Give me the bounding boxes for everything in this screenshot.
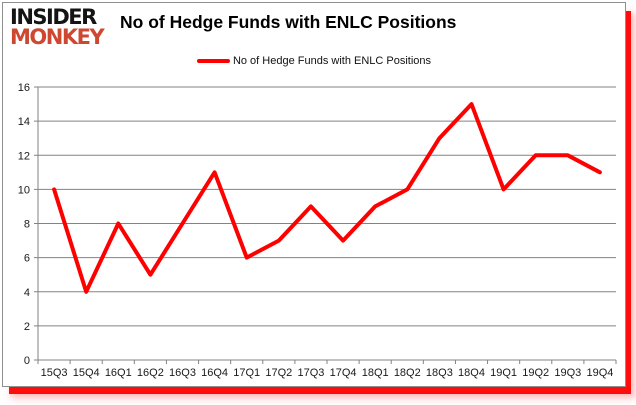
y-axis-label: 2	[24, 321, 30, 333]
x-axis-label: 16Q1	[105, 367, 132, 379]
x-axis-label: 16Q4	[201, 367, 228, 379]
x-axis-label: 18Q3	[426, 367, 453, 379]
x-axis-label: 18Q4	[458, 367, 485, 379]
y-axis-label: 8	[24, 219, 30, 231]
x-axis-label: 18Q2	[394, 367, 421, 379]
x-axis-label: 19Q4	[586, 367, 613, 379]
x-axis-label: 17Q4	[330, 367, 357, 379]
logo-text-insider: INSIDER	[10, 5, 97, 29]
legend-line-swatch	[196, 59, 230, 63]
chart-card: INSIDER MONKEY No of Hedge Funds with EN…	[2, 2, 626, 387]
logo-text-monkey: MONKEY	[10, 24, 105, 49]
x-axis-label: 17Q3	[297, 367, 324, 379]
x-axis-label: 15Q4	[73, 367, 100, 379]
insider-monkey-logo: INSIDER MONKEY	[10, 5, 105, 49]
y-axis-label: 14	[18, 116, 30, 128]
x-axis-label: 18Q1	[362, 367, 389, 379]
y-axis-label: 6	[24, 253, 30, 265]
legend-label: No of Hedge Funds with ENLC Positions	[232, 55, 432, 67]
x-axis-label: 19Q2	[522, 367, 549, 379]
y-axis-label: 12	[18, 150, 30, 162]
x-axis-label: 16Q3	[169, 367, 196, 379]
x-axis-label: 17Q1	[233, 367, 260, 379]
y-axis-label: 10	[18, 184, 30, 196]
x-axis-label: 17Q2	[265, 367, 292, 379]
x-axis-label: 19Q3	[554, 367, 581, 379]
series-line	[52, 102, 602, 294]
y-axis-label: 0	[24, 355, 30, 367]
chart-title: No of Hedge Funds with ENLC Positions	[120, 12, 457, 32]
x-axis-label: 19Q1	[490, 367, 517, 379]
y-axis-label: 16	[18, 82, 30, 94]
chart-svg: 0 2 4 6 8 10 12 14 16 15Q3 15Q4 16Q1 16Q2 16Q3 16Q4 17Q…	[18, 82, 617, 379]
x-axis-label: 15Q3	[41, 367, 68, 379]
y-axis-label: 4	[24, 287, 30, 299]
legend: No of Hedge Funds with ENLC Positions	[3, 55, 625, 67]
x-axis-label: 16Q2	[137, 367, 164, 379]
